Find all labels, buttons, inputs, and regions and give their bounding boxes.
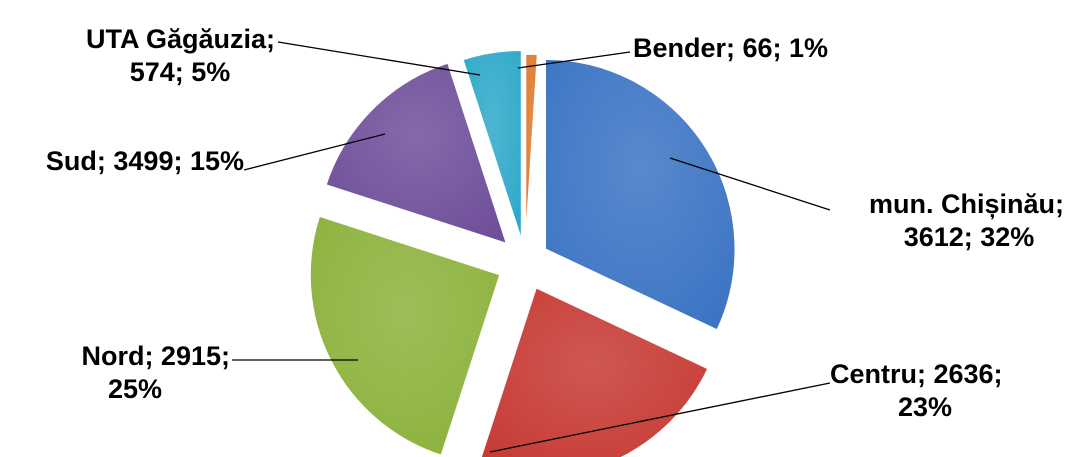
pie-slice-bender	[524, 53, 539, 245]
pie-slice-sud	[324, 61, 508, 245]
leader-line	[669, 157, 831, 211]
data-label: Bender; 66; 1%	[633, 33, 828, 63]
pie-slice-nord	[309, 215, 501, 457]
data-label: Centru; 2636;	[830, 359, 1003, 389]
data-label: UTA Găgăuzia;	[86, 24, 275, 54]
leader-line	[489, 382, 831, 453]
data-label: Sud; 3499; 15%	[46, 146, 244, 176]
data-label: mun. Chișinău;	[869, 189, 1064, 219]
data-label: 23%	[898, 392, 952, 422]
data-label: Nord; 2915;	[81, 341, 230, 371]
pie-slice-mun-chi-in-u	[544, 58, 736, 332]
data-label: 3612; 32%	[904, 222, 1035, 252]
pie-slice-uta-g-g-uzia	[461, 49, 523, 241]
data-label: 25%	[108, 374, 162, 404]
leader-line	[277, 41, 481, 76]
pie-slice-centru	[480, 286, 710, 457]
leader-line	[243, 133, 386, 171]
data-label: 574; 5%	[130, 57, 231, 87]
leader-line	[517, 51, 631, 69]
